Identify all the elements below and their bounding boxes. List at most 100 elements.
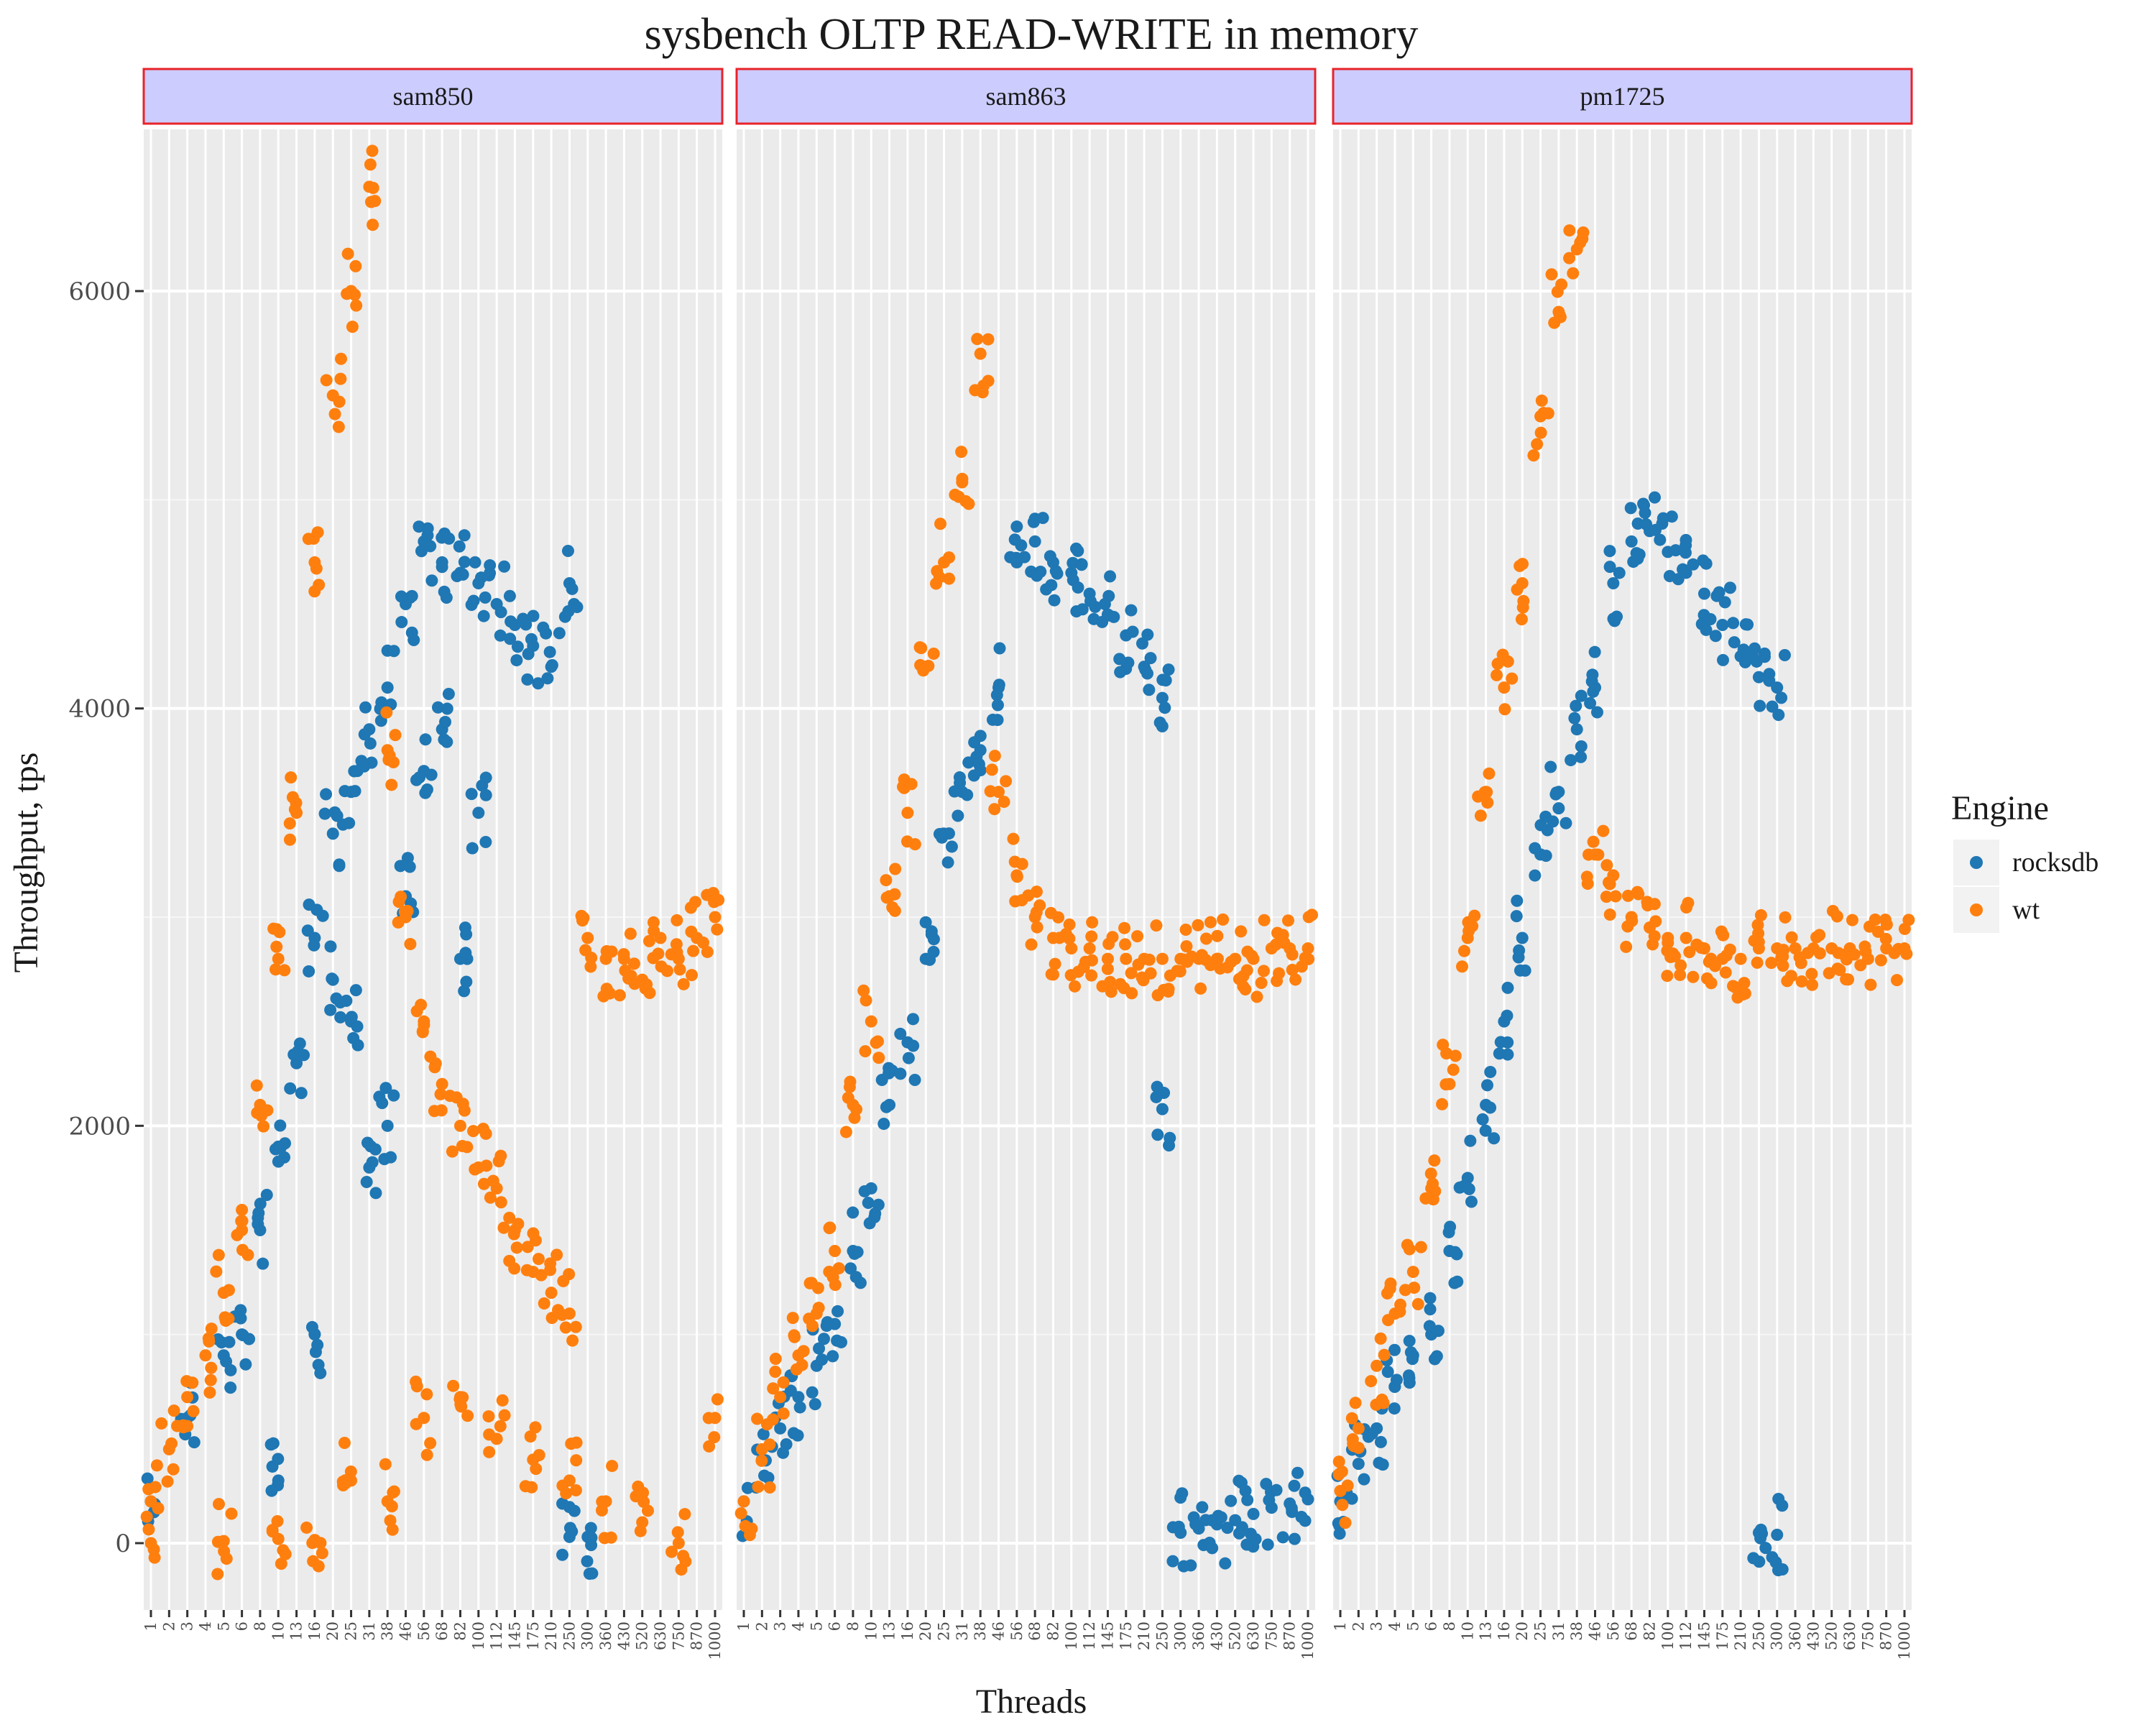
data-point xyxy=(416,1025,429,1038)
data-point xyxy=(1249,1532,1262,1545)
data-point xyxy=(326,827,339,840)
data-point xyxy=(1759,1542,1772,1555)
data-point xyxy=(220,1355,233,1368)
data-point xyxy=(1085,930,1098,943)
data-point xyxy=(450,1091,463,1104)
x-tick-label: 360 xyxy=(597,1622,614,1650)
data-point xyxy=(1560,816,1572,829)
data-point xyxy=(1880,918,1893,931)
data-point xyxy=(1900,947,1913,960)
data-point xyxy=(886,901,899,914)
data-point xyxy=(711,923,724,936)
data-point xyxy=(161,1475,174,1488)
data-point xyxy=(510,654,523,667)
data-point xyxy=(604,987,617,1000)
data-point xyxy=(863,1217,876,1230)
data-point xyxy=(1150,919,1163,932)
data-point xyxy=(1603,561,1616,574)
x-tick-label: 520 xyxy=(1823,1622,1841,1650)
data-point xyxy=(482,1410,495,1423)
data-point xyxy=(469,556,482,569)
data-point xyxy=(1072,544,1084,557)
y-tick-label: 6000 xyxy=(68,277,131,306)
data-point xyxy=(1335,1465,1348,1478)
data-point xyxy=(142,1523,155,1536)
data-point xyxy=(1529,869,1542,882)
data-point xyxy=(1204,959,1217,972)
data-point xyxy=(1603,545,1616,558)
data-point xyxy=(677,1550,690,1563)
x-tick-label: 145 xyxy=(506,1622,523,1650)
facet-label: sam863 xyxy=(986,82,1067,111)
data-point xyxy=(415,545,428,558)
data-point xyxy=(1451,1275,1464,1288)
data-point xyxy=(1406,1353,1419,1366)
data-point xyxy=(1640,518,1653,530)
data-point xyxy=(949,488,962,501)
data-point xyxy=(1672,573,1685,586)
data-point xyxy=(784,1384,797,1397)
data-point xyxy=(806,1386,819,1399)
data-point xyxy=(1034,565,1047,578)
data-point xyxy=(1563,252,1576,264)
data-point xyxy=(212,1248,225,1261)
data-point xyxy=(769,1365,782,1378)
x-tick-label: 4 xyxy=(790,1622,807,1631)
data-point xyxy=(581,1555,594,1568)
data-point xyxy=(379,1082,392,1095)
data-point xyxy=(1125,604,1138,617)
data-point xyxy=(311,526,324,539)
data-point xyxy=(959,494,972,507)
data-point xyxy=(990,689,1003,702)
data-point xyxy=(1185,950,1198,963)
data-point xyxy=(585,952,598,965)
data-point xyxy=(1040,583,1053,596)
data-point xyxy=(586,1567,599,1580)
data-point xyxy=(459,947,472,960)
data-point xyxy=(224,1381,237,1394)
data-point xyxy=(520,1264,533,1276)
data-point xyxy=(328,806,341,819)
data-point xyxy=(252,1207,265,1220)
x-tick-label: 750 xyxy=(1859,1622,1876,1650)
data-point xyxy=(385,778,398,791)
data-point xyxy=(1450,1248,1463,1261)
data-point xyxy=(507,1228,520,1241)
data-point xyxy=(1388,1402,1401,1415)
data-point xyxy=(628,978,641,990)
data-point xyxy=(834,1335,847,1348)
data-point xyxy=(1144,652,1157,665)
data-point xyxy=(152,1501,165,1514)
data-point xyxy=(1506,672,1519,685)
x-tick-label: 520 xyxy=(1227,1622,1244,1650)
data-point xyxy=(702,1412,715,1425)
data-point xyxy=(652,947,665,960)
data-point xyxy=(859,1045,872,1058)
data-point xyxy=(308,939,321,952)
data-point xyxy=(429,1057,442,1070)
x-tick-label: 175 xyxy=(1714,1622,1731,1650)
data-point xyxy=(1241,1494,1254,1506)
data-point xyxy=(333,860,346,873)
data-point xyxy=(917,664,930,677)
data-point xyxy=(295,1087,308,1100)
data-point xyxy=(203,1386,216,1399)
data-point xyxy=(350,299,363,312)
data-point xyxy=(634,1524,647,1537)
data-point xyxy=(387,645,400,658)
data-point xyxy=(210,1265,223,1278)
data-point xyxy=(287,1048,300,1061)
data-point xyxy=(1048,594,1061,607)
data-point xyxy=(1570,699,1583,712)
data-point xyxy=(494,1420,507,1432)
data-point xyxy=(1501,981,1514,994)
data-point xyxy=(410,1005,423,1018)
data-point xyxy=(1250,990,1263,1003)
data-point xyxy=(1534,426,1547,439)
data-point xyxy=(1501,1009,1514,1022)
data-point xyxy=(1299,952,1312,965)
data-point xyxy=(1083,942,1096,955)
data-point xyxy=(1411,1297,1424,1310)
data-point xyxy=(188,1436,201,1449)
data-point xyxy=(1600,891,1613,903)
